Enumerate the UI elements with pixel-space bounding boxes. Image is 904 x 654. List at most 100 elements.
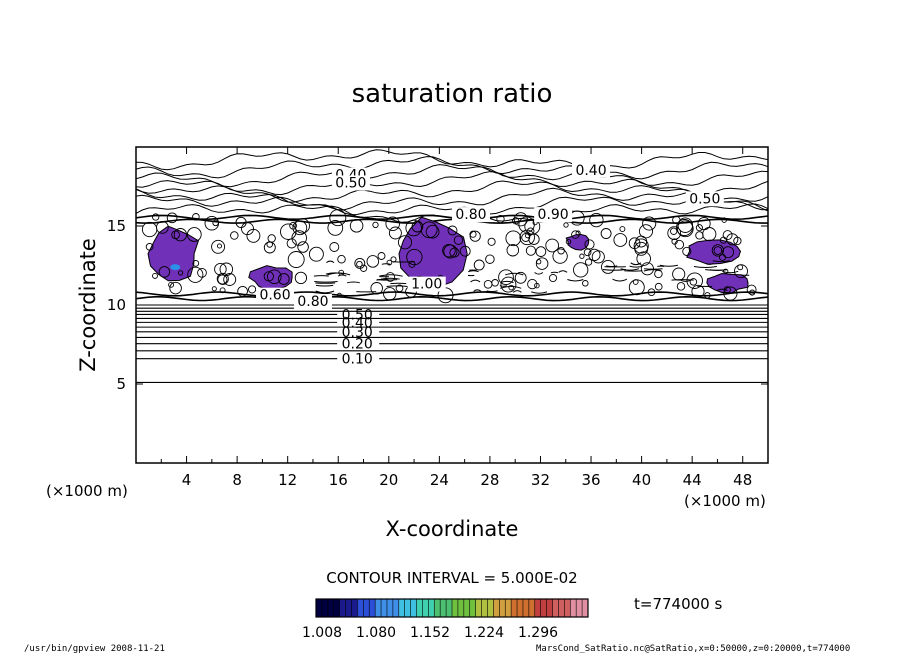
- contour-loop: [192, 260, 200, 267]
- contour-loop: [726, 233, 739, 246]
- contour-loop: [667, 226, 682, 240]
- contour-line: [136, 187, 768, 211]
- contour-loop: [496, 214, 505, 224]
- colorbar-swatch: [511, 599, 518, 617]
- contour-loop: [420, 221, 438, 239]
- contour-loop: [670, 227, 678, 235]
- contour-fragment: [470, 279, 481, 283]
- contour-loop: [527, 278, 538, 290]
- contour-loop: [223, 273, 237, 286]
- contour-loop: [686, 272, 703, 289]
- contour-loop: [500, 276, 517, 293]
- contour-loop: [408, 260, 416, 268]
- contour-line: [136, 164, 768, 188]
- contour-fragment: [505, 272, 524, 276]
- contour-loop: [691, 284, 705, 298]
- contour-loop: [545, 238, 560, 253]
- contour-interval-text: CONTOUR INTERVAL = 5.000E-02: [326, 569, 577, 587]
- contour-loop: [548, 273, 558, 283]
- colorbar-swatch: [440, 599, 447, 617]
- contour-loop: [518, 216, 535, 233]
- contour-loop: [356, 260, 363, 268]
- x-tick-label: 28: [480, 471, 499, 489]
- contour-loop: [263, 241, 276, 254]
- contour-loop: [337, 254, 346, 264]
- contour-loop: [292, 220, 308, 236]
- contour-loop: [386, 259, 393, 266]
- contour-loop: [613, 233, 628, 247]
- x-axis-label: X-coordinate: [386, 517, 519, 541]
- contour-loop: [168, 281, 175, 288]
- contour-label: 0.40: [575, 163, 606, 179]
- colorbar-swatch: [416, 599, 423, 617]
- colorbar-swatch: [570, 599, 577, 617]
- contour-loop: [469, 230, 477, 238]
- contour-loop: [287, 251, 305, 268]
- contour-loop: [695, 224, 703, 232]
- contour-loop: [676, 282, 686, 291]
- colorbar-swatch: [345, 599, 352, 617]
- colorbar-swatch: [333, 599, 340, 617]
- label-backdrop: [407, 276, 446, 292]
- contour-loop: [525, 233, 531, 239]
- contour-loop: [217, 274, 228, 285]
- contour-fragment: [346, 281, 360, 284]
- colorbar-swatch: [552, 599, 559, 617]
- colorbar-tick-label: 1.152: [410, 625, 450, 641]
- x-axis-unit-left: (×1000 m): [46, 482, 128, 500]
- colorbar-swatch: [540, 599, 547, 617]
- x-tick-label: 40: [632, 471, 651, 489]
- contour-fragment: [314, 281, 338, 283]
- colorbar-swatch: [375, 599, 382, 617]
- contour-fragment: [379, 274, 403, 277]
- contour-loop: [366, 255, 380, 268]
- contour-loop: [635, 235, 648, 248]
- contour-loop: [689, 278, 698, 286]
- contour-loop: [354, 257, 366, 269]
- contour-loop: [619, 226, 626, 233]
- contour-loop: [565, 238, 572, 245]
- contour-loop: [204, 215, 220, 231]
- x-tick-label: 44: [683, 471, 702, 489]
- label-backdrop: [534, 207, 573, 223]
- contour-loop: [248, 285, 257, 294]
- contour-loop: [525, 245, 536, 256]
- contour-loop: [514, 271, 527, 284]
- colorbar-swatch: [522, 599, 530, 617]
- contour-loop: [588, 248, 601, 262]
- x-tick-label: 48: [733, 471, 752, 489]
- contour-loop: [654, 282, 663, 291]
- contour-loop: [406, 248, 423, 266]
- contour-loop: [535, 246, 547, 257]
- colorbar-swatch: [528, 599, 536, 617]
- contour-loop: [297, 241, 309, 253]
- contour-fragment: [500, 285, 522, 289]
- colorbar-swatch: [422, 599, 429, 617]
- high-saturation-spot: [170, 264, 181, 271]
- contour-fragment: [325, 272, 345, 275]
- contour-loop: [349, 219, 364, 233]
- contour-fragment: [326, 260, 335, 264]
- colorbar-swatch: [351, 599, 358, 617]
- contour-loop: [647, 288, 656, 297]
- contour-loop: [359, 264, 368, 272]
- contour-loop: [383, 287, 397, 301]
- stable-contour-lines: 0.100.200.300.400.50: [136, 304, 768, 383]
- contour-loop: [211, 239, 226, 254]
- y-axis-label: Z-coordinate: [76, 238, 100, 372]
- contour-loop: [557, 246, 565, 255]
- supersaturated-region: [565, 233, 590, 251]
- colorbar-tick-label: 1.008: [302, 625, 342, 641]
- supersaturated-regions: [147, 216, 749, 294]
- contour-label: 0.10: [342, 352, 373, 368]
- contour-fragment: [315, 284, 334, 287]
- contour-loop: [329, 242, 340, 252]
- contour-loop: [336, 292, 342, 298]
- contour-fragment: [643, 269, 662, 272]
- x-tick-label: 12: [278, 471, 297, 489]
- colorbar-swatch: [357, 599, 364, 617]
- x-tick-label: 36: [581, 471, 600, 489]
- colorbar-swatch: [404, 599, 411, 617]
- contour-loop: [449, 247, 460, 258]
- colorbar-swatch: [505, 599, 512, 617]
